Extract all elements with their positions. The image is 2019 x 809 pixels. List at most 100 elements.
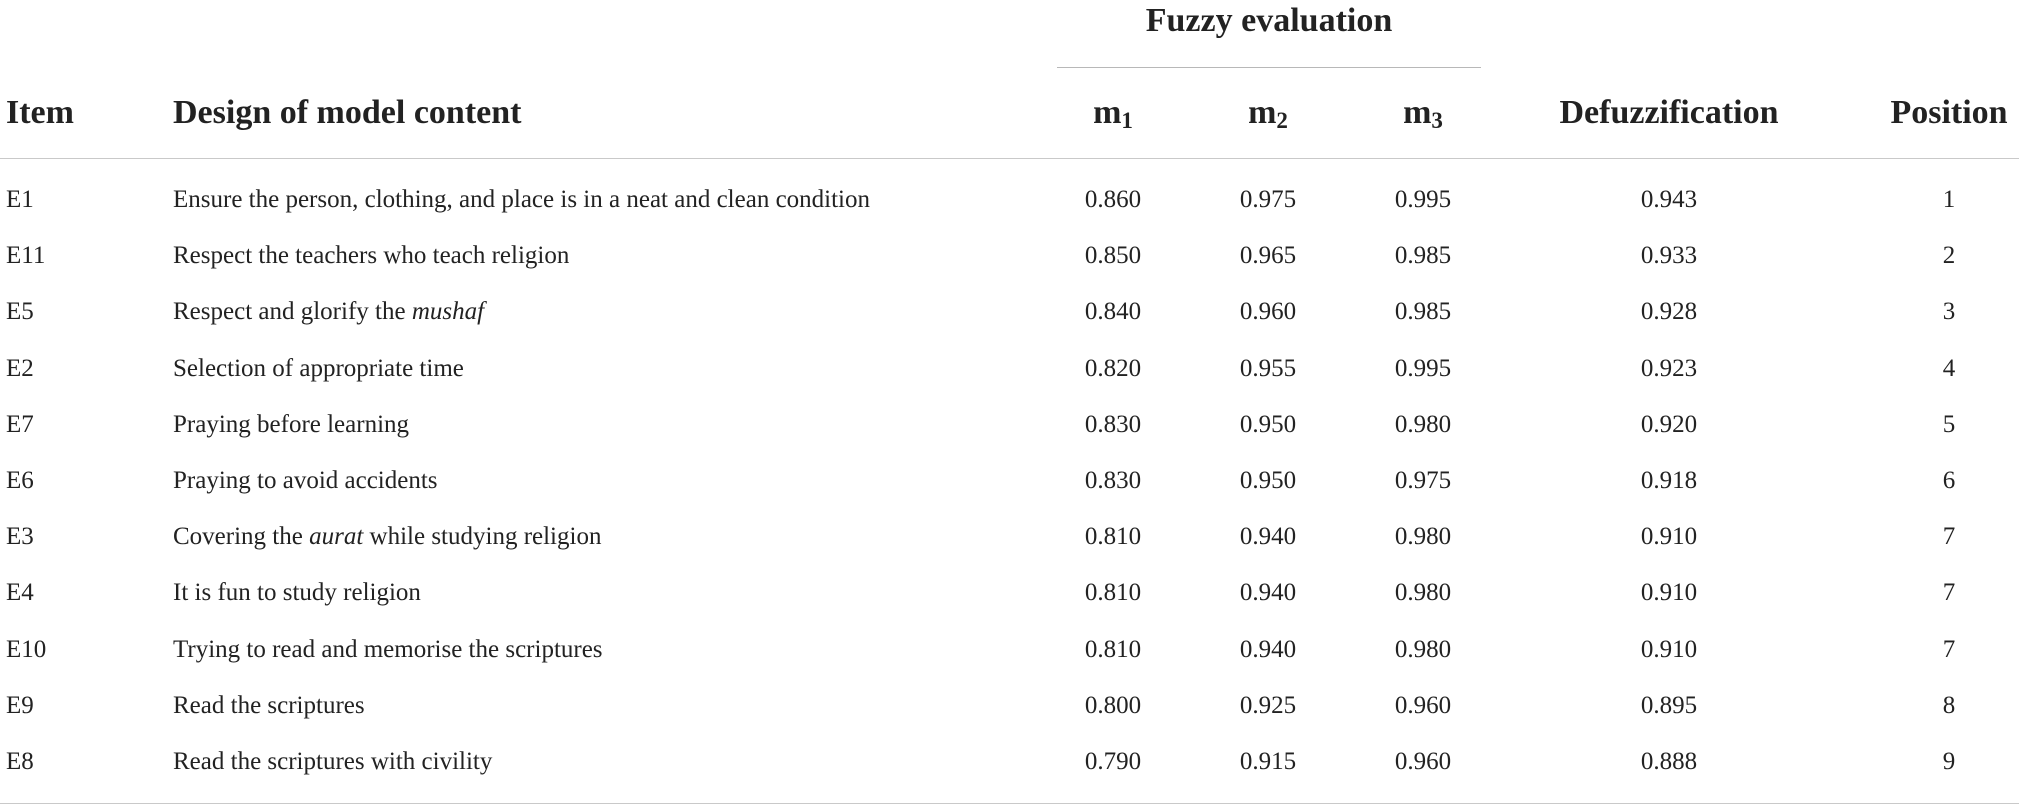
m1-cell: 0.800 (1084, 692, 1142, 719)
m1-cell: 0.860 (1084, 186, 1142, 213)
item-cell: E3 (6, 523, 34, 550)
position-cell: 4 (1942, 355, 1956, 382)
header-defuzzification: Defuzzification (1559, 94, 1779, 131)
design-cell: Praying before learning (173, 411, 409, 439)
header-position: Position (1890, 94, 2008, 131)
table-bottom-rule (0, 803, 2019, 804)
design-cell: Read the scriptures (173, 692, 365, 720)
design-text: Read the scriptures with civility (173, 748, 493, 775)
m2-cell: 0.965 (1239, 242, 1297, 269)
design-text: Trying to read and memorise the scriptur… (173, 636, 603, 663)
design-text: Praying before learning (173, 411, 410, 438)
position-cell: 8 (1942, 692, 1956, 719)
item-cell: E6 (6, 467, 34, 494)
header-m3: m3 (1403, 94, 1443, 133)
position-cell: 9 (1942, 748, 1956, 775)
design-text: Respect and glorify the (173, 298, 412, 325)
group-header-rule (1057, 67, 1481, 68)
defuzzification-cell: 0.910 (1640, 523, 1698, 550)
design-text: Respect the teachers who teach religion (173, 242, 570, 269)
header-m1: m1 (1093, 94, 1133, 133)
m2-cell: 0.975 (1239, 186, 1297, 213)
m2-cell: 0.925 (1239, 692, 1297, 719)
m1-cell: 0.850 (1084, 242, 1142, 269)
design-text: Read the scriptures (173, 692, 365, 719)
group-header-fuzzy-evaluation: Fuzzy evaluation (1145, 2, 1393, 39)
m2-cell: 0.940 (1239, 579, 1297, 606)
position-cell: 7 (1942, 579, 1956, 606)
item-cell: E11 (6, 242, 46, 269)
defuzzification-cell: 0.923 (1640, 355, 1698, 382)
header-design: Design of model content (173, 94, 522, 131)
m3-cell: 0.980 (1394, 523, 1452, 550)
item-cell: E10 (6, 636, 47, 663)
position-cell: 1 (1942, 186, 1956, 213)
position-cell: 3 (1942, 298, 1956, 325)
design-cell: Ensure the person, clothing, and place i… (173, 186, 870, 214)
m2-cell: 0.950 (1239, 467, 1297, 494)
design-text: Praying to avoid accidents (173, 467, 438, 494)
position-cell: 2 (1942, 242, 1956, 269)
m3-cell: 0.975 (1394, 467, 1452, 494)
defuzzification-cell: 0.910 (1640, 579, 1698, 606)
design-cell: Respect and glorify the mushaf (173, 298, 484, 326)
defuzzification-cell: 0.928 (1640, 298, 1698, 325)
defuzzification-cell: 0.895 (1640, 692, 1698, 719)
position-cell: 5 (1942, 411, 1956, 438)
item-cell: E5 (6, 298, 34, 325)
m3-cell: 0.985 (1394, 298, 1452, 325)
m2-cell: 0.955 (1239, 355, 1297, 382)
position-cell: 6 (1942, 467, 1956, 494)
design-cell: Praying to avoid accidents (173, 467, 438, 495)
m1-cell: 0.810 (1084, 579, 1142, 606)
design-cell: Read the scriptures with civility (173, 748, 492, 776)
m3-cell: 0.985 (1394, 242, 1452, 269)
m1-cell: 0.790 (1084, 748, 1142, 775)
design-cell: Selection of appropriate time (173, 355, 464, 383)
defuzzification-cell: 0.943 (1640, 186, 1698, 213)
m1-cell: 0.810 (1084, 636, 1142, 663)
position-cell: 7 (1942, 523, 1956, 550)
header-item: Item (6, 94, 74, 131)
item-cell: E2 (6, 355, 34, 382)
m1-cell: 0.810 (1084, 523, 1142, 550)
m3-cell: 0.995 (1394, 186, 1452, 213)
defuzzification-cell: 0.918 (1640, 467, 1698, 494)
design-text: It is fun to study religion (173, 579, 421, 606)
item-cell: E8 (6, 748, 34, 775)
design-text: Selection of appropriate time (173, 355, 464, 382)
design-text: while studying religion (363, 523, 602, 550)
design-cell: Trying to read and memorise the scriptur… (173, 636, 603, 664)
m3-cell: 0.960 (1394, 748, 1452, 775)
item-cell: E9 (6, 692, 34, 719)
m3-cell: 0.980 (1394, 411, 1452, 438)
design-text: Ensure the person, clothing, and place i… (173, 186, 870, 213)
item-cell: E7 (6, 411, 34, 438)
m2-cell: 0.950 (1239, 411, 1297, 438)
header-bottom-rule (0, 158, 2019, 159)
design-text: Covering the (173, 523, 310, 550)
design-italic-term: mushaf (411, 298, 485, 325)
m3-cell: 0.980 (1394, 636, 1452, 663)
m3-cell: 0.995 (1394, 355, 1452, 382)
design-cell: Respect the teachers who teach religion (173, 242, 569, 270)
m1-cell: 0.830 (1084, 467, 1142, 494)
m1-cell: 0.840 (1084, 298, 1142, 325)
item-cell: E1 (6, 186, 34, 213)
defuzzification-cell: 0.910 (1640, 636, 1698, 663)
m3-cell: 0.980 (1394, 579, 1452, 606)
defuzzification-cell: 0.933 (1640, 242, 1698, 269)
position-cell: 7 (1942, 636, 1956, 663)
m2-cell: 0.915 (1239, 748, 1297, 775)
m1-cell: 0.830 (1084, 411, 1142, 438)
design-cell: It is fun to study religion (173, 579, 421, 607)
design-cell: Covering the aurat while studying religi… (173, 523, 601, 551)
m3-cell: 0.960 (1394, 692, 1452, 719)
m2-cell: 0.960 (1239, 298, 1297, 325)
m1-cell: 0.820 (1084, 355, 1142, 382)
m2-cell: 0.940 (1239, 636, 1297, 663)
defuzzification-cell: 0.888 (1640, 748, 1698, 775)
item-cell: E4 (6, 579, 34, 606)
defuzzification-cell: 0.920 (1640, 411, 1698, 438)
